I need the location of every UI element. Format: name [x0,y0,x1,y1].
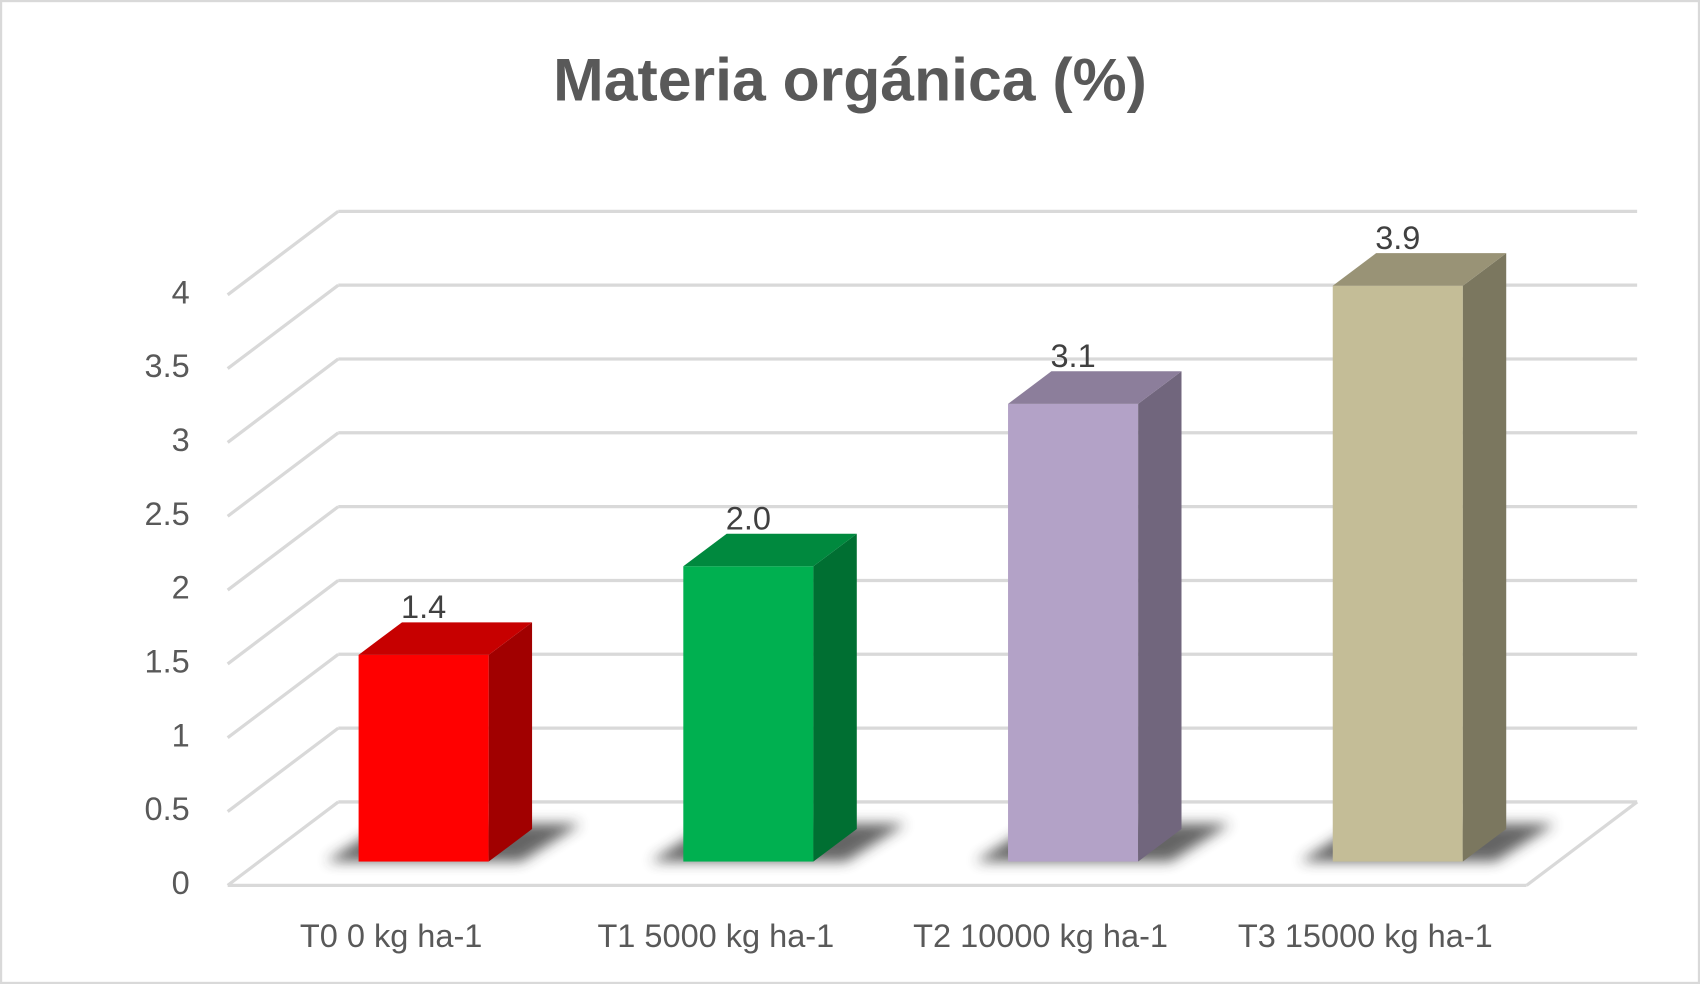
bar-top [1008,371,1182,404]
y-tick-label: 0 [172,865,190,901]
bar-top [683,533,857,567]
x-tick-label: T0 0 kg ha-1 [300,918,483,954]
grid-line-side [226,210,340,297]
grid-line-side [226,652,340,740]
chart-title: Materia orgánica (%) [553,46,1147,114]
x-tick-label: T1 5000 kg ha-1 [597,918,834,954]
data-label: 2.0 [726,500,771,536]
x-tick-label: T3 15000 kg ha-1 [1238,918,1493,954]
grid-line-side [226,800,340,887]
y-tick-label: 1.5 [145,644,190,680]
x-tick-label: T2 10000 kg ha-1 [913,918,1168,954]
data-label: 3.1 [1050,338,1095,374]
bar-top [1332,253,1507,286]
grid-line-side [226,726,340,813]
y-tick-label: 0.5 [145,791,190,827]
y-tick-label: 3.5 [145,348,190,384]
floor-right [1525,800,1639,887]
bar-side [1462,253,1507,862]
data-label: 3.9 [1375,220,1420,256]
grid-line-side [226,357,340,444]
grid-line-side [226,505,340,592]
y-tick-label: 1 [172,717,190,753]
bar [1332,285,1463,862]
bar-side [1138,371,1182,862]
y-tick-label: 2 [172,570,190,606]
bar-top [358,622,533,655]
bar-side [813,533,857,862]
bar [358,654,489,862]
y-tick-label: 3 [172,422,190,458]
y-tick-label: 4 [172,274,190,310]
bar [1008,403,1139,862]
grid-line-side [226,579,340,666]
grid-line-side [226,283,340,370]
data-label: 1.4 [401,589,446,625]
bar [683,566,814,862]
y-tick-label: 2.5 [145,496,190,532]
bar-side [488,622,533,862]
grid-line-side [226,431,340,518]
